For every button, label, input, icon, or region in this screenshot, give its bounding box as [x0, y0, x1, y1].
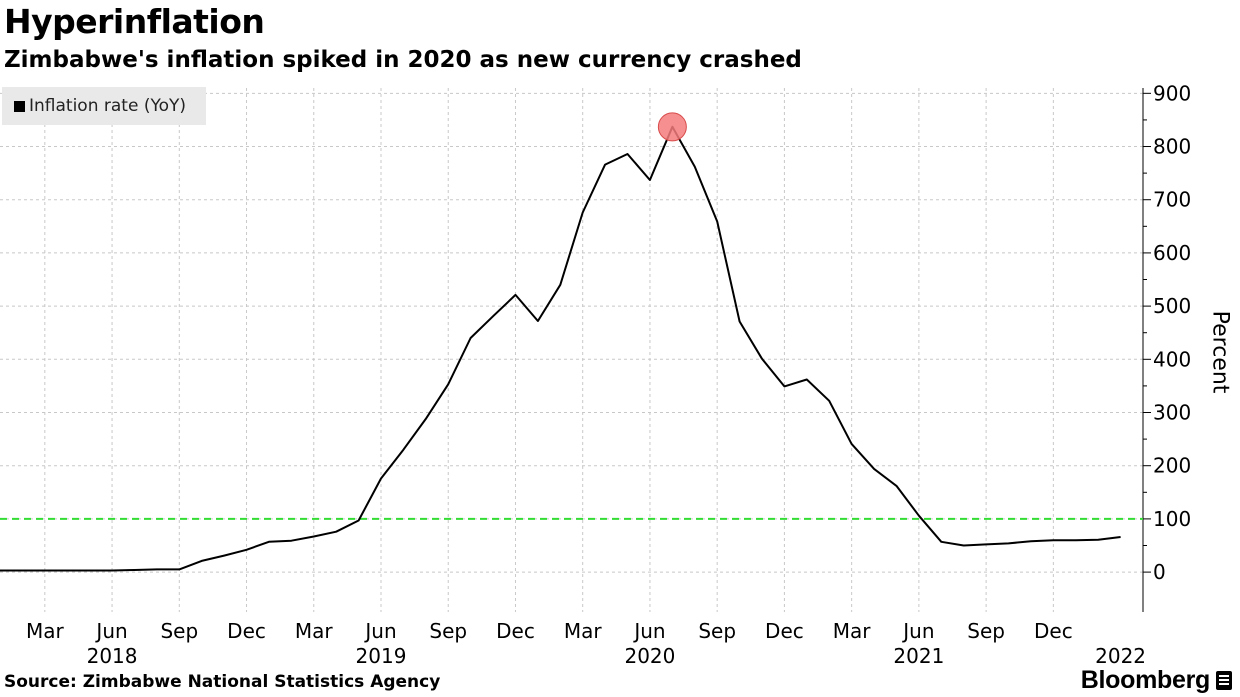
- chart-subtitle: Zimbabwe's inflation spiked in 2020 as n…: [4, 47, 802, 73]
- x-tick-label: Jun: [901, 619, 934, 643]
- legend-label: Inflation rate (YoY): [29, 96, 186, 116]
- y-tick-label: 500: [1153, 294, 1191, 318]
- x-tick-label: Sep: [967, 619, 1005, 643]
- brand: Bloomberg: [1081, 666, 1232, 695]
- x-tick-label: Jun: [632, 619, 665, 643]
- y-tick-label: 100: [1153, 507, 1191, 531]
- x-tick-label: Sep: [429, 619, 467, 643]
- x-tick-label: Jun: [94, 619, 127, 643]
- x-year-label: 2021: [893, 644, 944, 668]
- y-tick-label: 300: [1153, 401, 1191, 425]
- y-tick-label: 0: [1153, 560, 1166, 584]
- source-note: Source: Zimbabwe National Statistics Age…: [4, 672, 441, 692]
- x-tick-label: Dec: [496, 619, 535, 643]
- y-tick-label: 900: [1153, 81, 1191, 105]
- y-tick-label: 700: [1153, 188, 1191, 212]
- x-year-label: 2018: [87, 644, 138, 668]
- x-tick-label: Sep: [160, 619, 198, 643]
- y-tick-label: 200: [1153, 454, 1191, 478]
- x-tick-label: Sep: [698, 619, 736, 643]
- series-line: [0, 125, 1121, 572]
- y-tick-label: 600: [1153, 241, 1191, 265]
- legend-swatch: [14, 100, 25, 112]
- x-tick-label: Mar: [26, 619, 65, 643]
- peak-marker: [657, 112, 687, 142]
- y-tick-label: 800: [1153, 135, 1191, 159]
- chart-title: Hyperinflation: [4, 2, 265, 41]
- x-year-label: 2020: [624, 644, 675, 668]
- brand-name: Bloomberg: [1080, 666, 1211, 694]
- x-tick-label: Dec: [227, 619, 266, 643]
- y-axis-label: Percent: [1207, 310, 1233, 394]
- terminal-icon: [1216, 671, 1232, 690]
- x-year-label: 2019: [356, 644, 407, 668]
- x-tick-label: Mar: [564, 619, 603, 643]
- x-year-label: 2022: [1095, 644, 1146, 668]
- x-tick-label: Mar: [295, 619, 334, 643]
- x-tick-label: Dec: [765, 619, 804, 643]
- y-tick-label: 400: [1153, 347, 1191, 371]
- x-tick-label: Mar: [833, 619, 872, 643]
- x-tick-label: Dec: [1034, 619, 1073, 643]
- legend: Inflation rate (YoY): [2, 87, 206, 125]
- x-tick-label: Jun: [363, 619, 396, 643]
